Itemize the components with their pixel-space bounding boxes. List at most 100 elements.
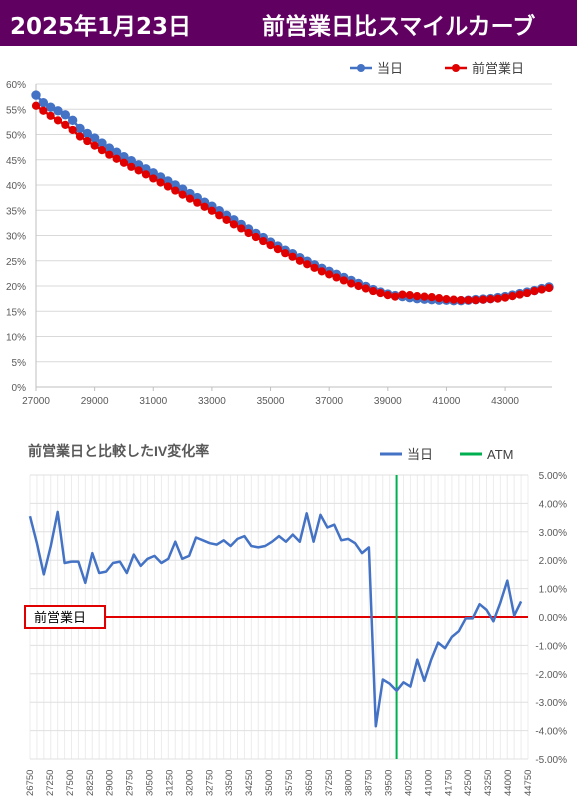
- data-point: [405, 290, 414, 300]
- x-tick-label: 33500: [224, 770, 235, 796]
- data-point: [251, 232, 260, 242]
- data-point: [347, 279, 356, 288]
- x-tick-label: 39000: [374, 396, 402, 407]
- data-point: [464, 296, 473, 305]
- x-tick-label: 43250: [483, 770, 494, 796]
- legend-label: 当日: [377, 61, 403, 76]
- data-point: [39, 106, 48, 115]
- y-tick-label: -4.00%: [535, 727, 567, 738]
- data-point: [310, 263, 319, 272]
- data-point: [508, 292, 517, 301]
- x-tick-label: 33000: [198, 396, 226, 407]
- data-point: [303, 260, 312, 269]
- x-tick-label: 27250: [45, 770, 56, 796]
- data-point: [61, 120, 70, 130]
- data-point: [215, 211, 224, 220]
- data-point: [156, 178, 165, 187]
- x-tick-label: 31250: [164, 770, 175, 796]
- y-tick-label: 40%: [6, 181, 26, 192]
- data-point: [105, 150, 114, 159]
- data-point: [544, 283, 554, 293]
- header-date: 2025年1月23日: [10, 14, 192, 40]
- data-point: [493, 294, 502, 303]
- data-point: [339, 276, 348, 285]
- data-point: [376, 288, 385, 298]
- data-point: [398, 290, 407, 299]
- data-point: [53, 116, 63, 125]
- y-tick-label: -2.00%: [535, 670, 567, 681]
- y-tick-label: 1.00%: [539, 585, 567, 596]
- zero-label: 前営業日: [34, 610, 86, 625]
- data-point: [83, 136, 92, 146]
- y-tick-label: 50%: [6, 131, 26, 142]
- data-point: [60, 110, 71, 120]
- zero-label-frame: [24, 605, 106, 629]
- data-point: [45, 102, 56, 112]
- x-tick-label: 29000: [81, 396, 109, 407]
- data-point: [171, 186, 180, 195]
- data-point: [200, 202, 209, 211]
- zero-label-box: 前営業日: [24, 605, 106, 629]
- y-tick-label: 0%: [12, 383, 27, 394]
- data-point: [420, 292, 429, 301]
- chart-title: 前営業日と比較したIV変化率: [28, 443, 209, 459]
- x-tick-label: 35750: [284, 770, 295, 796]
- legend: 当日 ATM: [380, 447, 513, 462]
- x-tick-label: 37250: [324, 770, 335, 796]
- data-point: [119, 158, 129, 167]
- data-point: [471, 296, 480, 305]
- y-tick-label: 4.00%: [539, 499, 567, 510]
- data-point: [537, 285, 546, 294]
- x-tick-label: 31000: [139, 396, 167, 407]
- page-header: 2025年1月23日 前営業日比スマイルカーブ: [0, 0, 577, 46]
- y-tick-label: 0.00%: [539, 613, 567, 624]
- data-point: [317, 267, 326, 276]
- x-tick-label: 32000: [184, 770, 195, 796]
- x-tick-label: 38000: [344, 770, 355, 796]
- x-tick-label: 27500: [65, 770, 76, 796]
- data-point: [413, 292, 422, 301]
- data-point: [68, 125, 77, 135]
- y-tick-label: 5%: [12, 358, 27, 369]
- y-tick-label: 55%: [6, 105, 26, 116]
- data-point: [427, 293, 436, 302]
- x-tick-label: 43000: [491, 396, 519, 407]
- chart1-bg: [0, 48, 577, 420]
- data-point: [193, 198, 202, 207]
- legend-label: 当日: [407, 447, 433, 462]
- data-point: [112, 154, 121, 163]
- data-point: [127, 162, 136, 171]
- data-point: [273, 245, 282, 254]
- y-tick-label: 35%: [6, 206, 26, 217]
- y-tick-label: 20%: [6, 282, 26, 293]
- data-point: [53, 106, 63, 116]
- x-tick-label: 35000: [257, 396, 285, 407]
- x-tick-label: 40250: [403, 770, 414, 796]
- x-tick-label: 41750: [443, 770, 454, 796]
- data-point: [244, 228, 253, 238]
- data-point: [31, 101, 41, 110]
- x-tick-label: 38750: [364, 770, 375, 796]
- data-point: [369, 286, 378, 296]
- y-tick-label: -3.00%: [535, 698, 567, 709]
- x-tick-label: 35000: [264, 770, 275, 796]
- x-tick-label: 29000: [105, 770, 116, 796]
- iv-change-line: [28, 510, 523, 728]
- x-tick-label: 29750: [125, 770, 136, 796]
- data-point: [442, 295, 451, 304]
- x-tick-label: 26750: [25, 770, 36, 796]
- data-point: [479, 295, 488, 304]
- iv-change-chart: 前営業日と比較したIV変化率 -5.00% -4.00% -3.00% -2.00% -1…: [0, 424, 577, 802]
- data-point: [75, 132, 85, 141]
- data-point: [288, 252, 297, 261]
- data-point: [383, 290, 392, 300]
- data-point: [325, 270, 334, 279]
- smile-curve-chart: 0% 5% 10% 15% 20% 25% 30% 35% 40% 45% 50% 55% 60% 270…: [0, 48, 577, 420]
- data-point: [207, 206, 217, 215]
- x-tick-label: 39500: [384, 770, 395, 796]
- y-tick-label: -1.00%: [535, 641, 567, 652]
- data-point: [97, 138, 107, 148]
- x-tick-label: 44750: [523, 770, 534, 796]
- x-tick-label: 37000: [315, 396, 343, 407]
- x-tick-label: 44000: [503, 770, 514, 796]
